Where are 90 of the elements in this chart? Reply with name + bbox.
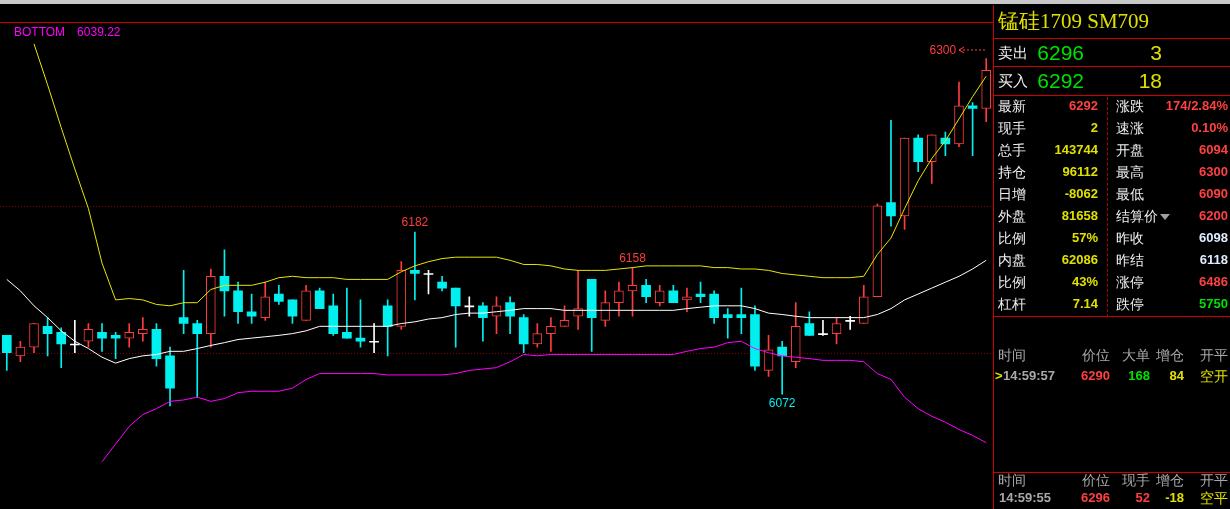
text: 跌停 xyxy=(1116,295,1144,313)
text: 6098 xyxy=(1199,230,1228,247)
text: 日增 xyxy=(998,185,1026,203)
text: 84 xyxy=(1169,368,1184,385)
text: 6486 xyxy=(1199,274,1228,291)
text: 14:59:55 xyxy=(999,490,1052,507)
text: 6090 xyxy=(1199,186,1228,203)
text: 6094 xyxy=(1199,142,1228,159)
text: 143744 xyxy=(1054,142,1098,159)
text: 时间 xyxy=(998,346,1026,364)
text: 增仓 xyxy=(1156,346,1184,364)
text: 3 xyxy=(1150,40,1162,66)
text: 6200 xyxy=(1199,208,1228,225)
text: 57% xyxy=(1071,230,1098,247)
text: 0.10% xyxy=(1191,120,1228,137)
text: 81658 xyxy=(1061,208,1098,225)
candlestick xyxy=(138,317,148,342)
text: 7.14 xyxy=(1072,296,1098,313)
text: 最低 xyxy=(1116,185,1144,203)
candlestick xyxy=(464,296,475,317)
text: -18 xyxy=(1165,490,1184,507)
text: 14:59:57 xyxy=(1003,368,1056,385)
text: 6300 xyxy=(929,42,957,57)
text: 6290 xyxy=(1081,368,1110,385)
text: 开平 xyxy=(1200,346,1228,364)
text: 价位 xyxy=(1082,471,1110,489)
text: 锰硅1709 SM709 xyxy=(998,8,1150,35)
text: 开平 xyxy=(1200,471,1228,489)
text: 6292 xyxy=(1037,68,1084,94)
candlestick xyxy=(886,119,896,227)
text: 174/2.84% xyxy=(1165,98,1228,115)
text: 空平 xyxy=(1200,489,1228,507)
text: 总手 xyxy=(998,141,1026,159)
text: 昨收 xyxy=(1116,229,1144,247)
text: 昨结 xyxy=(1116,251,1144,269)
text: 涨停 xyxy=(1116,273,1144,291)
text: > xyxy=(995,368,1003,385)
text: 6296 xyxy=(1081,490,1110,507)
annotation: 6158 xyxy=(619,250,647,265)
text: 现手 xyxy=(1122,471,1150,489)
candlestick xyxy=(192,320,203,398)
text: 比例 xyxy=(998,273,1026,291)
text: 增仓 xyxy=(1156,471,1184,489)
text: 6296 xyxy=(1037,40,1084,66)
text: 6292 xyxy=(1069,98,1098,115)
text: -8062 xyxy=(1064,186,1098,203)
text: 卖出 xyxy=(998,44,1028,62)
text: 涨跌 xyxy=(1116,97,1144,115)
text: 空开 xyxy=(1200,367,1228,385)
text: 结算价 xyxy=(1116,207,1158,225)
text: 内盘 xyxy=(998,251,1026,269)
text: 43% xyxy=(1071,274,1098,291)
text: 时间 xyxy=(998,471,1026,489)
annotation: 6182 xyxy=(401,215,429,230)
text: 最新 xyxy=(998,97,1026,115)
text: 6118 xyxy=(1199,252,1228,269)
candlestick xyxy=(722,308,733,339)
candlestick xyxy=(845,315,855,330)
candlestick xyxy=(546,317,556,352)
candlestick xyxy=(573,270,583,330)
text: 96112 xyxy=(1062,164,1098,181)
text: 6039.22 xyxy=(77,25,121,40)
text: 62086 xyxy=(1061,252,1098,269)
text: 5750 xyxy=(1199,296,1228,313)
annotation: 6072 xyxy=(768,396,796,411)
candlestick xyxy=(818,320,828,336)
text: 现手 xyxy=(998,119,1026,137)
text: 2 xyxy=(1090,120,1098,137)
text: 大单 xyxy=(1122,346,1150,364)
text: 买入 xyxy=(998,72,1028,90)
text: 18 xyxy=(1138,68,1162,94)
text: 52 xyxy=(1135,490,1150,507)
text: 开盘 xyxy=(1116,141,1144,159)
text: 比例 xyxy=(998,229,1026,247)
text: 杠杆 xyxy=(998,295,1026,313)
text: 最高 xyxy=(1116,163,1144,181)
candlestick xyxy=(124,323,135,348)
candlestick xyxy=(410,231,420,301)
candlestick xyxy=(777,340,787,395)
candlestick xyxy=(682,287,692,313)
text: 外盘 xyxy=(998,207,1026,225)
text: 持仓 xyxy=(998,163,1026,181)
candlestick xyxy=(342,287,352,339)
text: BOTTOM xyxy=(14,25,66,40)
text: 168 xyxy=(1128,368,1150,385)
text: 6300 xyxy=(1199,164,1228,181)
candlestick xyxy=(369,323,379,354)
text: 价位 xyxy=(1082,346,1110,364)
text: 速涨 xyxy=(1116,119,1144,137)
candlestick xyxy=(97,323,107,352)
